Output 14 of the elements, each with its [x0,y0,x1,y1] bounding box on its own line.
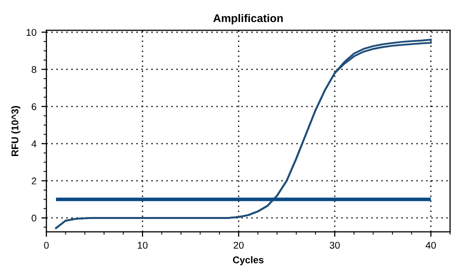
x-tick-label: 20 [234,242,244,249]
y-tick-label: 10 [26,28,36,36]
chart-title: Amplification [213,14,283,24]
y-tick-label: 8 [32,66,36,73]
y-tick-label: 2 [32,178,36,184]
y-tick-label: 0 [32,214,36,222]
x-tick-label: 40 [426,242,436,249]
y-tick-label: 6 [32,103,36,110]
x-axis-title: Cycles [232,256,264,266]
y-tick-label: 4 [31,140,36,148]
x-tick-label: 30 [330,242,340,249]
x-tick-label: 10 [138,242,148,249]
y-axis-title: RFU (10^3) [11,106,20,156]
x-tick-label: 0 [44,242,49,249]
